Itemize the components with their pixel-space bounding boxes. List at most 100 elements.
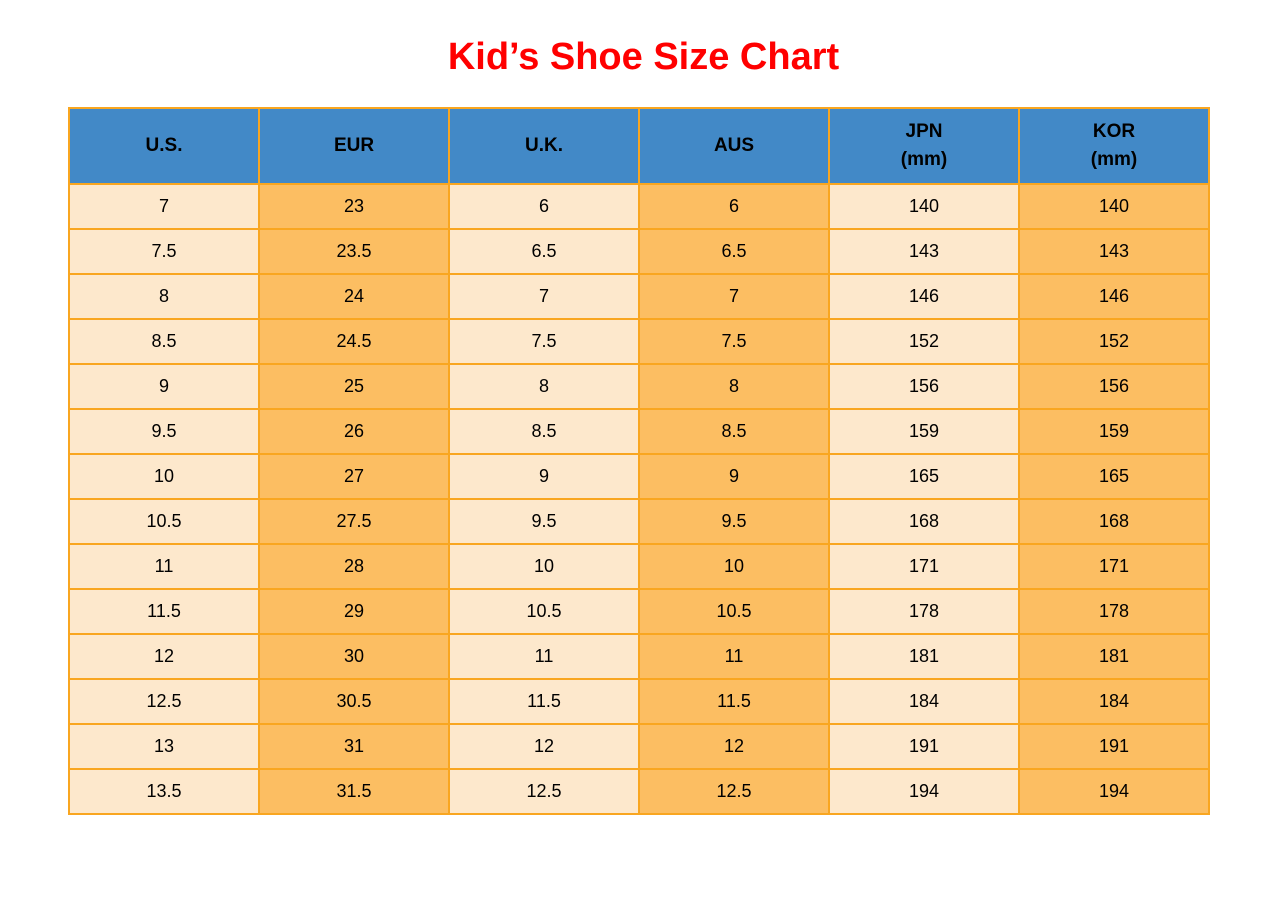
table-cell: 6.5	[638, 228, 830, 275]
table-row: 12.5 30.5 11.5 11.5 184 184	[68, 678, 1210, 725]
column-header-label: AUS	[713, 135, 755, 157]
table-cell: 9.5	[638, 498, 830, 545]
table-cell: 191	[1018, 723, 1210, 770]
table-row: 7.5 23.5 6.5 6.5 143 143	[68, 228, 1210, 275]
table-cell: 24.5	[258, 318, 450, 365]
table-cell: 10.5	[638, 588, 830, 635]
table-cell: 8.5	[68, 318, 260, 365]
table-cell: 7	[448, 273, 640, 320]
table-cell: 10	[638, 543, 830, 590]
table-cell: 159	[1018, 408, 1210, 455]
table-cell: 194	[1018, 768, 1210, 815]
table-cell: 13.5	[68, 768, 260, 815]
table-cell: 181	[828, 633, 1020, 680]
table-cell: 12	[638, 723, 830, 770]
table-cell: 156	[1018, 363, 1210, 410]
table-header: U.S. EUR U.K. AUS JPN (mm)	[68, 107, 1210, 185]
table-cell: 184	[828, 678, 1020, 725]
table-cell: 11.5	[448, 678, 640, 725]
column-header-jpn: JPN (mm)	[828, 107, 1020, 185]
table-cell: 11	[638, 633, 830, 680]
table-cell: 178	[1018, 588, 1210, 635]
table-cell: 26	[258, 408, 450, 455]
table-cell: 12.5	[68, 678, 260, 725]
table-cell: 194	[828, 768, 1020, 815]
table-cell: 165	[828, 453, 1020, 500]
table-row: 11.5 29 10.5 10.5 178 178	[68, 588, 1210, 635]
table-cell: 27	[258, 453, 450, 500]
table-cell: 10	[68, 453, 260, 500]
table-cell: 29	[258, 588, 450, 635]
column-header-label: U.K.	[525, 135, 563, 157]
column-header-label: EUR	[333, 135, 375, 157]
table-row: 10 27 9 9 165 165	[68, 453, 1210, 500]
table-cell: 31.5	[258, 768, 450, 815]
table-cell: 10	[448, 543, 640, 590]
table-cell: 156	[828, 363, 1020, 410]
column-header-uk: U.K.	[448, 107, 640, 185]
column-header-kor: KOR (mm)	[1018, 107, 1210, 185]
page: Kid’s Shoe Size Chart U.S. EUR U.K. AUS	[0, 38, 1287, 815]
table-cell: 165	[1018, 453, 1210, 500]
column-header-label: U.S.	[145, 135, 183, 157]
table-cell: 7.5	[68, 228, 260, 275]
table-cell: 7	[68, 183, 260, 230]
shoe-size-table: U.S. EUR U.K. AUS JPN (mm)	[68, 107, 1210, 815]
table-cell: 7.5	[638, 318, 830, 365]
table-cell: 24	[258, 273, 450, 320]
table-cell: 8.5	[448, 408, 640, 455]
table-cell: 23	[258, 183, 450, 230]
table-cell: 12	[448, 723, 640, 770]
table-cell: 8	[448, 363, 640, 410]
table-cell: 140	[828, 183, 1020, 230]
table-row: 8 24 7 7 146 146	[68, 273, 1210, 320]
table-cell: 159	[828, 408, 1020, 455]
table-cell: 140	[1018, 183, 1210, 230]
page-title: Kid’s Shoe Size Chart	[447, 36, 840, 78]
table-cell: 168	[828, 498, 1020, 545]
table-cell: 143	[828, 228, 1020, 275]
table-cell: 7.5	[448, 318, 640, 365]
table-cell: 7	[638, 273, 830, 320]
table-cell: 152	[828, 318, 1020, 365]
table-row: 10.5 27.5 9.5 9.5 168 168	[68, 498, 1210, 545]
table-cell: 9.5	[448, 498, 640, 545]
table-cell: 143	[1018, 228, 1210, 275]
table-row: 8.5 24.5 7.5 7.5 152 152	[68, 318, 1210, 365]
table-cell: 6.5	[448, 228, 640, 275]
table-cell: 11	[448, 633, 640, 680]
table-cell: 12	[68, 633, 260, 680]
table-cell: 9	[638, 453, 830, 500]
table-cell: 171	[828, 543, 1020, 590]
table-cell: 191	[828, 723, 1020, 770]
table-row: 13 31 12 12 191 191	[68, 723, 1210, 770]
table-cell: 181	[1018, 633, 1210, 680]
column-header-label: JPN	[905, 121, 943, 143]
table-cell: 9.5	[68, 408, 260, 455]
table-cell: 11.5	[68, 588, 260, 635]
table-cell: 30.5	[258, 678, 450, 725]
column-header-label: KOR	[1092, 121, 1136, 143]
column-header-sublabel: (mm)	[900, 149, 948, 170]
table-cell: 10.5	[448, 588, 640, 635]
column-header-eur: EUR	[258, 107, 450, 185]
table-row: 11 28 10 10 171 171	[68, 543, 1210, 590]
table-cell: 27.5	[258, 498, 450, 545]
table-cell: 25	[258, 363, 450, 410]
table-cell: 11.5	[638, 678, 830, 725]
table-cell: 11	[68, 543, 260, 590]
table-cell: 9	[68, 363, 260, 410]
table-cell: 178	[828, 588, 1020, 635]
table-cell: 8	[638, 363, 830, 410]
table-row: 13.5 31.5 12.5 12.5 194 194	[68, 768, 1210, 815]
table-row: 9.5 26 8.5 8.5 159 159	[68, 408, 1210, 455]
table-cell: 152	[1018, 318, 1210, 365]
table-row: 9 25 8 8 156 156	[68, 363, 1210, 410]
table-cell: 31	[258, 723, 450, 770]
table-cell: 146	[828, 273, 1020, 320]
table-cell: 13	[68, 723, 260, 770]
size-table-body: 7 23 6 6 140 140 7.5 23.5 6.5 6.5 143 143 8 24 7 7 146 14…	[68, 183, 1210, 815]
table-cell: 184	[1018, 678, 1210, 725]
table-cell: 6	[448, 183, 640, 230]
table-cell: 10.5	[68, 498, 260, 545]
